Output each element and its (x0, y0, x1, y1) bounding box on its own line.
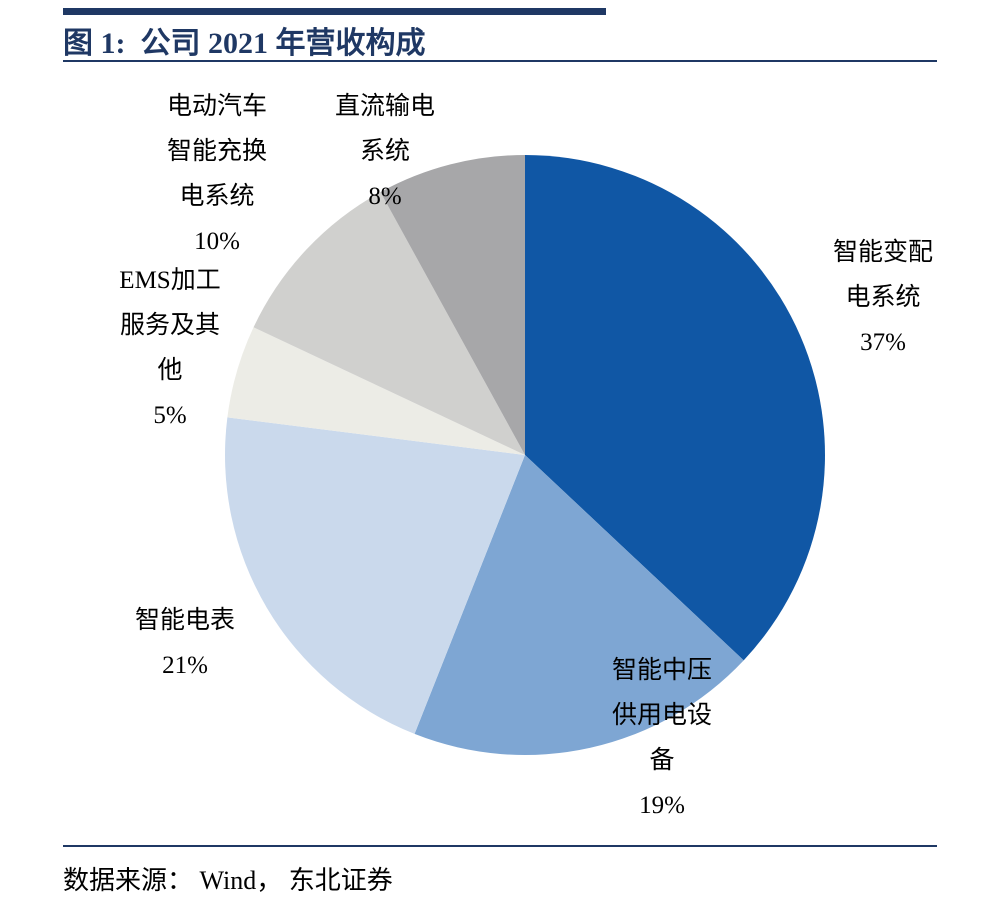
pie-slice-1 (525, 155, 825, 661)
pie-slice-3 (225, 417, 525, 734)
title-top-rule (63, 8, 606, 15)
pie-chart (225, 155, 825, 755)
figure-title: 图 1: 公司 2021 年营收构成 (63, 27, 426, 60)
slice-label-ev-charging: 电动汽车 智能充换 电系统 10% (166, 93, 267, 255)
pie-slice-2 (414, 455, 744, 755)
slice-label-dc-transmission: 直流输电 系统 8% (334, 93, 435, 210)
data-source: 数据来源： Wind， 东北证券 (63, 866, 393, 895)
slice-label-medium-voltage-equipment: 智能中压 供用电设 备 19% (611, 657, 712, 819)
slice-label-ems-services: EMS加工 服务及其 他 5% (119, 267, 221, 429)
pie-chart-area: 智能变配 电系统 37% 智能中压 供用电设 备 19% 智能电表 21% EM… (0, 70, 1000, 850)
pie-slice-4 (227, 327, 525, 455)
pie-slice-6 (380, 155, 525, 455)
title-bottom-rule (63, 60, 937, 62)
slice-label-smart-power-distribution: 智能变配 电系统 37% (832, 239, 933, 356)
slice-label-smart-meter: 智能电表 21% (134, 607, 235, 679)
pie-slice-5 (253, 192, 526, 456)
source-top-rule (63, 845, 937, 847)
